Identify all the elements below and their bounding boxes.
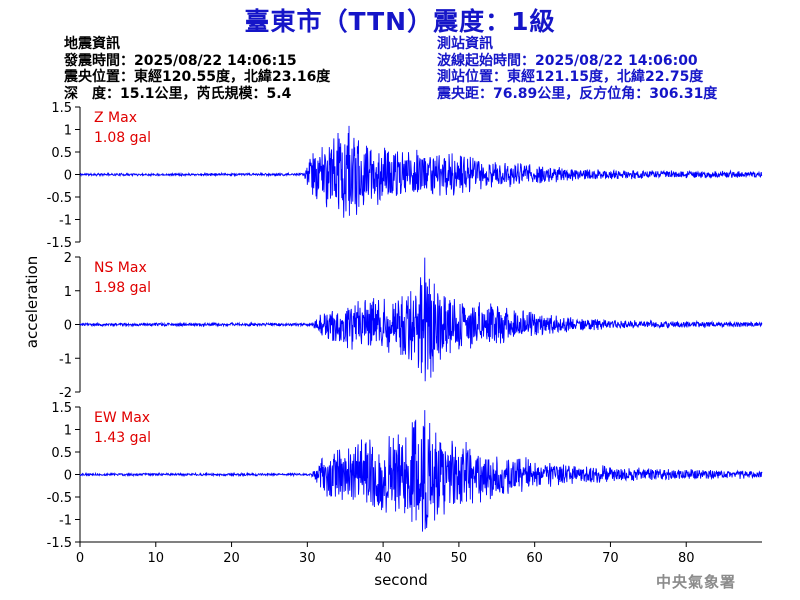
station-info: 測站資訊 波線起始時間：2025/08/22 14:06:00 測站位置：東經1… (437, 36, 717, 102)
waveform-start-time: 波線起始時間：2025/08/22 14:06:00 (437, 52, 698, 69)
y-tick-label: 0 (64, 319, 72, 334)
max-value-ns: 1.98 gal (94, 280, 151, 296)
y-tick-label: -1.5 (47, 536, 72, 551)
station-info-heading: 測站資訊 (437, 36, 493, 52)
x-axis-title: second (374, 571, 428, 589)
distance-azimuth: 震央距：76.89公里，反方位角：306.31度 (437, 85, 718, 102)
max-label-ns: NS Max (94, 260, 147, 276)
earthquake-info-heading: 地震資訊 (64, 36, 120, 52)
y-tick-label: 1 (64, 124, 72, 139)
x-tick-label: 30 (299, 551, 316, 566)
y-tick-label: 1.5 (51, 401, 72, 416)
depth-magnitude: 深 度：15.1公里，芮氏規模：5.4 (64, 85, 292, 102)
x-tick-label: 50 (451, 551, 468, 566)
y-tick-label: -1.5 (47, 236, 72, 251)
max-label-z: Z Max (94, 110, 137, 126)
earthquake-info: 地震資訊 發震時間：2025/08/22 14:06:15 震央位置：東經120… (64, 36, 330, 102)
max-value-z: 1.08 gal (94, 130, 151, 146)
x-tick-label: 20 (223, 551, 240, 566)
epicenter-location: 震央位置：東經120.55度，北緯23.16度 (64, 69, 331, 85)
max-value-ew: 1.43 gal (94, 430, 151, 446)
y-tick-label: 1 (64, 285, 72, 300)
station-location: 測站位置：東經121.15度，北緯22.75度 (437, 69, 704, 85)
y-tick-label: -1 (59, 214, 72, 229)
y-tick-label: 1.5 (51, 101, 72, 116)
y-tick-label: 1 (64, 424, 72, 439)
waveform-trace-ns (79, 257, 763, 382)
y-tick-label: -0.5 (47, 191, 72, 206)
waveform-trace-z (79, 125, 763, 218)
x-tick-label: 60 (526, 551, 543, 566)
agency-watermark: 中央氣象署 (656, 573, 737, 591)
y-tick-label: 0.5 (51, 446, 72, 461)
waveform-trace-ew (79, 410, 763, 532)
page-title: 臺東市（TTN）震度：1級 (244, 7, 556, 36)
x-tick-label: 0 (76, 551, 84, 566)
y-tick-label: 2 (64, 251, 72, 266)
x-tick-label: 80 (678, 551, 695, 566)
max-label-ew: EW Max (94, 410, 150, 426)
y-tick-label: -1 (59, 514, 72, 529)
x-tick-label: 40 (375, 551, 392, 566)
x-tick-label: 10 (148, 551, 165, 566)
y-tick-label: 0 (64, 169, 72, 184)
y-tick-label: 0 (64, 469, 72, 484)
y-tick-label: 0.5 (51, 146, 72, 161)
origin-time: 發震時間：2025/08/22 14:06:15 (64, 52, 297, 69)
y-tick-label: -2 (59, 386, 72, 401)
y-tick-label: -1 (59, 352, 72, 367)
y-axis-title: acceleration (23, 256, 41, 348)
x-tick-label: 70 (602, 551, 619, 566)
y-tick-label: -0.5 (47, 491, 72, 506)
